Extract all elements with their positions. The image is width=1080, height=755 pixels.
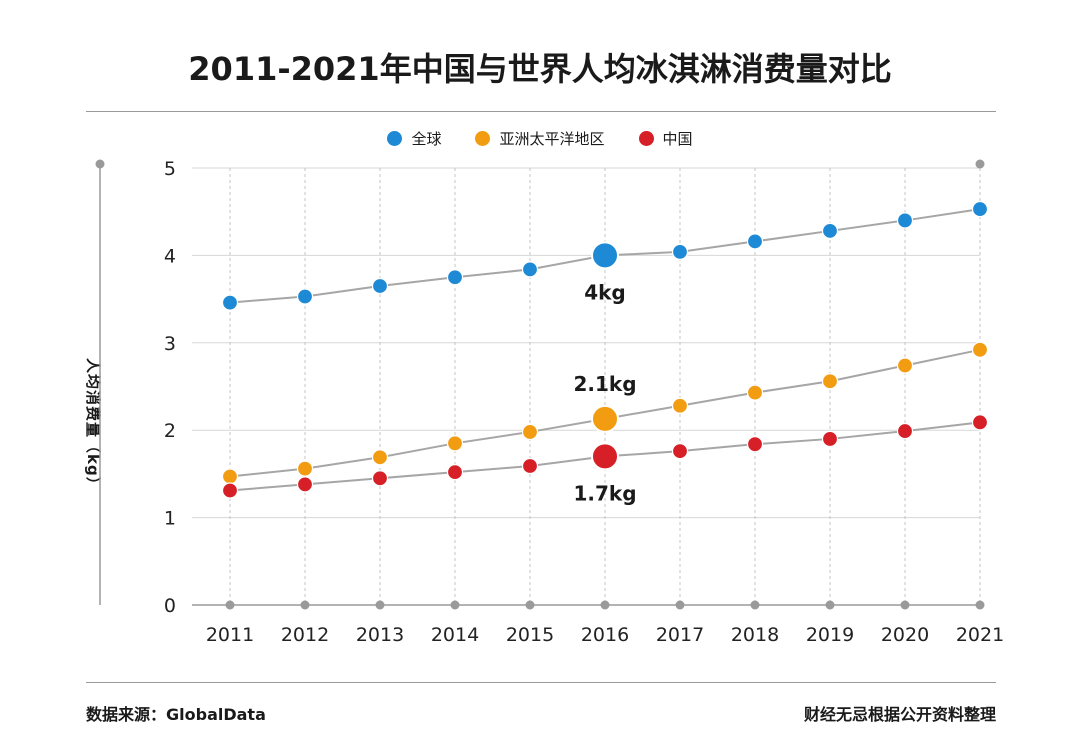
legend-label-asia-pacific: 亚洲太平洋地区 [499, 130, 605, 148]
data-point-2-2020 [896, 422, 914, 440]
footer-divider [86, 682, 996, 683]
x-tick-2015 [525, 600, 535, 610]
x-tick-2020 [900, 600, 910, 610]
data-point-2-2021 [971, 414, 989, 431]
legend-item-global: 全球 [387, 128, 441, 149]
legend-marker-asia-pacific [475, 131, 491, 146]
data-point-0-2011 [221, 294, 239, 311]
legend-label-china: 中国 [662, 130, 693, 148]
source-note: 数据来源：GlobalData [86, 705, 266, 724]
data-point-1-2015 [521, 423, 539, 441]
x-tick-2011 [225, 600, 235, 610]
y-tick-label-0: 0 [164, 595, 176, 617]
data-point-1-2016 [591, 404, 619, 433]
data-point-1-2018 [746, 384, 764, 401]
data-point-1-2019 [821, 373, 839, 390]
data-point-1-2014 [446, 435, 464, 452]
x-tick-label-2020: 2020 [881, 624, 929, 646]
x-tick-2017 [675, 600, 685, 610]
x-tick-2016 [600, 600, 610, 610]
data-point-1-2011 [221, 468, 239, 485]
legend-marker-global [387, 131, 403, 146]
data-point-1-2012 [296, 460, 314, 477]
x-tick-label-2013: 2013 [356, 624, 404, 646]
y-tick-label-4: 4 [164, 245, 176, 267]
data-point-2-2011 [221, 482, 239, 499]
data-point-1-2013 [371, 449, 389, 466]
x-tick-2014 [450, 600, 460, 610]
data-point-2-2017 [671, 443, 689, 460]
data-point-2-2015 [521, 457, 539, 475]
data-point-0-2019 [821, 222, 839, 240]
data-point-2-2019 [821, 430, 839, 448]
data-point-2-2012 [296, 476, 314, 493]
x-tick-label-2011: 2011 [206, 624, 254, 646]
data-point-0-2020 [896, 212, 914, 229]
title-divider [86, 111, 996, 112]
data-point-0-2021 [971, 200, 989, 218]
legend-item-asia-pacific: 亚洲太平洋地区 [475, 128, 605, 149]
data-point-0-2016 [591, 241, 619, 270]
x-tick-label-2017: 2017 [656, 624, 704, 646]
data-point-0-2017 [671, 243, 689, 261]
x-tick-2021 [975, 600, 985, 610]
data-point-0-2012 [296, 288, 314, 305]
chart-legend: 全球 亚洲太平洋地区 中国 [0, 128, 1080, 149]
data-label-0-2016: 4kg [584, 280, 626, 304]
y-axis-end-cap [95, 159, 105, 169]
data-point-0-2015 [521, 261, 539, 278]
data-point-2-2013 [371, 470, 389, 487]
data-label-1-2016: 2.1kg [573, 372, 636, 396]
data-point-2-2014 [446, 464, 464, 481]
legend-label-global: 全球 [411, 130, 442, 148]
data-point-2-2016 [591, 442, 619, 471]
x-tick-label-2021: 2021 [956, 624, 1004, 646]
legend-marker-china [638, 131, 654, 146]
data-label-2-2016: 1.7kg [573, 481, 636, 505]
data-point-1-2021 [971, 341, 989, 358]
data-point-0-2013 [371, 277, 389, 295]
y-tick-label-2: 2 [164, 420, 176, 442]
x-tick-label-2019: 2019 [806, 624, 854, 646]
data-point-1-2017 [671, 397, 689, 414]
data-point-2-2018 [746, 436, 764, 453]
data-point-0-2018 [746, 233, 764, 250]
data-point-1-2020 [896, 357, 914, 374]
x-tick-label-2014: 2014 [431, 624, 479, 646]
x-tick-2019 [825, 600, 835, 610]
y-tick-label-1: 1 [164, 508, 176, 530]
x-tick-2018 [750, 600, 760, 610]
x-tick-label-2018: 2018 [731, 624, 779, 646]
x-tick-2012 [300, 600, 310, 610]
credit-note: 财经无忌根据公开资料整理 [803, 705, 996, 724]
x-tick-label-2012: 2012 [281, 624, 329, 646]
y-tick-label-3: 3 [164, 333, 176, 355]
x-tick-2013 [375, 600, 385, 610]
data-point-0-2014 [446, 269, 464, 286]
right-axis-end-cap [975, 159, 985, 169]
chart-title: 2011-2021年中国与世界人均冰淇淋消费量对比 [188, 50, 892, 88]
x-tick-label-2016: 2016 [581, 624, 629, 646]
y-tick-label-5: 5 [164, 158, 176, 180]
legend-item-china: 中国 [638, 128, 693, 149]
x-tick-label-2015: 2015 [506, 624, 554, 646]
